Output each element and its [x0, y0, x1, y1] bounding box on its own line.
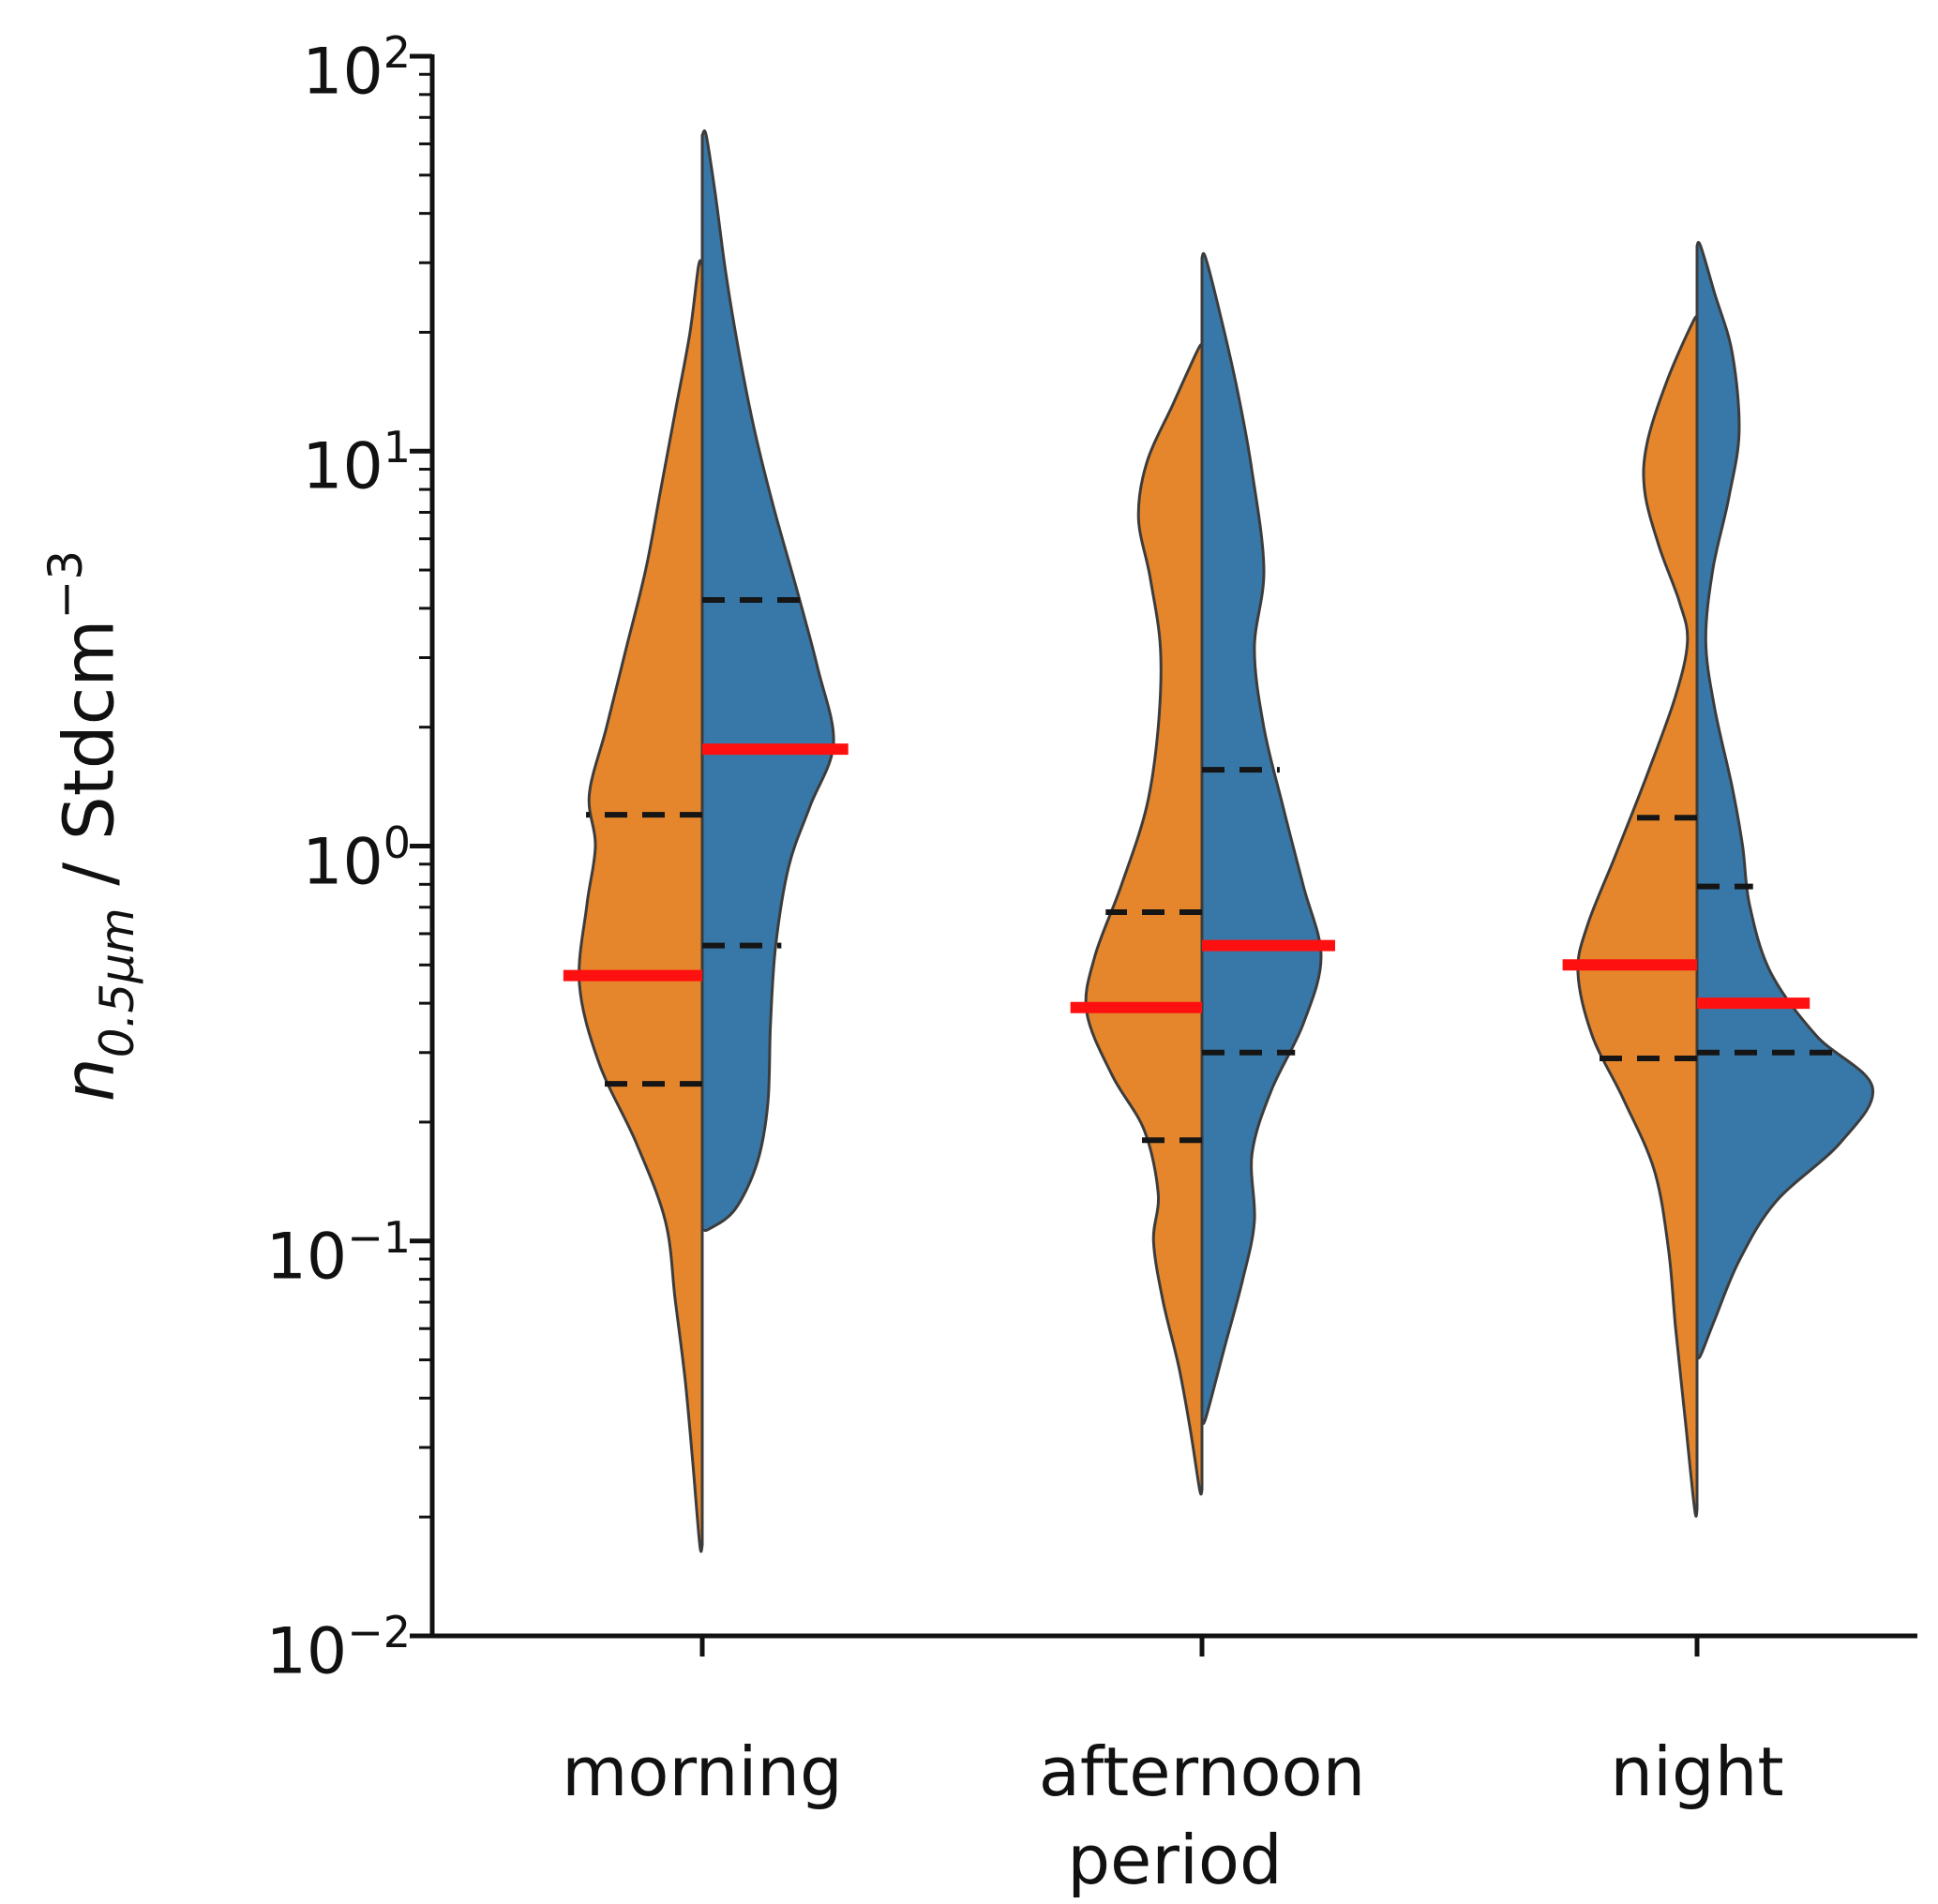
y-title-subscript: 0.5μm — [90, 907, 145, 1058]
x-tick-label-morning: morning — [562, 1732, 843, 1811]
y-tick-exp: −1 — [347, 1212, 411, 1263]
violin-afternoon-left — [1084, 342, 1204, 1496]
y-tick-label-1e2: 102 — [73, 17, 411, 110]
x-tick-label-afternoon: afternoon — [1038, 1732, 1366, 1811]
x-tick-label-night: night — [1610, 1732, 1784, 1811]
y-tick-exp: 1 — [383, 422, 411, 472]
violin-morning-right — [700, 129, 835, 1233]
violin-night-right — [1695, 241, 1875, 1360]
x-axis-title: period — [1067, 1821, 1283, 1899]
y-tick-label-1e-2: 10−2 — [73, 1597, 411, 1689]
violin-morning-left — [578, 259, 704, 1553]
y-tick-exp: 0 — [383, 817, 411, 868]
y-tick-label-1e1: 101 — [73, 412, 411, 504]
y-tick-label-1e-1: 10−1 — [73, 1202, 411, 1295]
violin-night-left — [1576, 315, 1699, 1518]
y-tick-base: 10 — [265, 1614, 348, 1689]
y-title-var: n — [49, 1057, 130, 1102]
y-axis-title: n0.5μm / Stdcm−3 — [30, 263, 144, 1388]
y-title-units: / Stdcm — [49, 619, 130, 908]
y-title-exponent: −3 — [38, 549, 93, 620]
y-tick-label-1e0: 100 — [73, 807, 411, 900]
y-tick-exp: −2 — [347, 1607, 411, 1657]
y-tick-base: 10 — [302, 429, 383, 504]
y-tick-base: 10 — [302, 35, 383, 110]
y-tick-base: 10 — [302, 825, 383, 900]
violin-afternoon-right — [1200, 251, 1323, 1426]
y-tick-base: 10 — [265, 1220, 348, 1295]
y-tick-exp: 2 — [383, 27, 411, 78]
